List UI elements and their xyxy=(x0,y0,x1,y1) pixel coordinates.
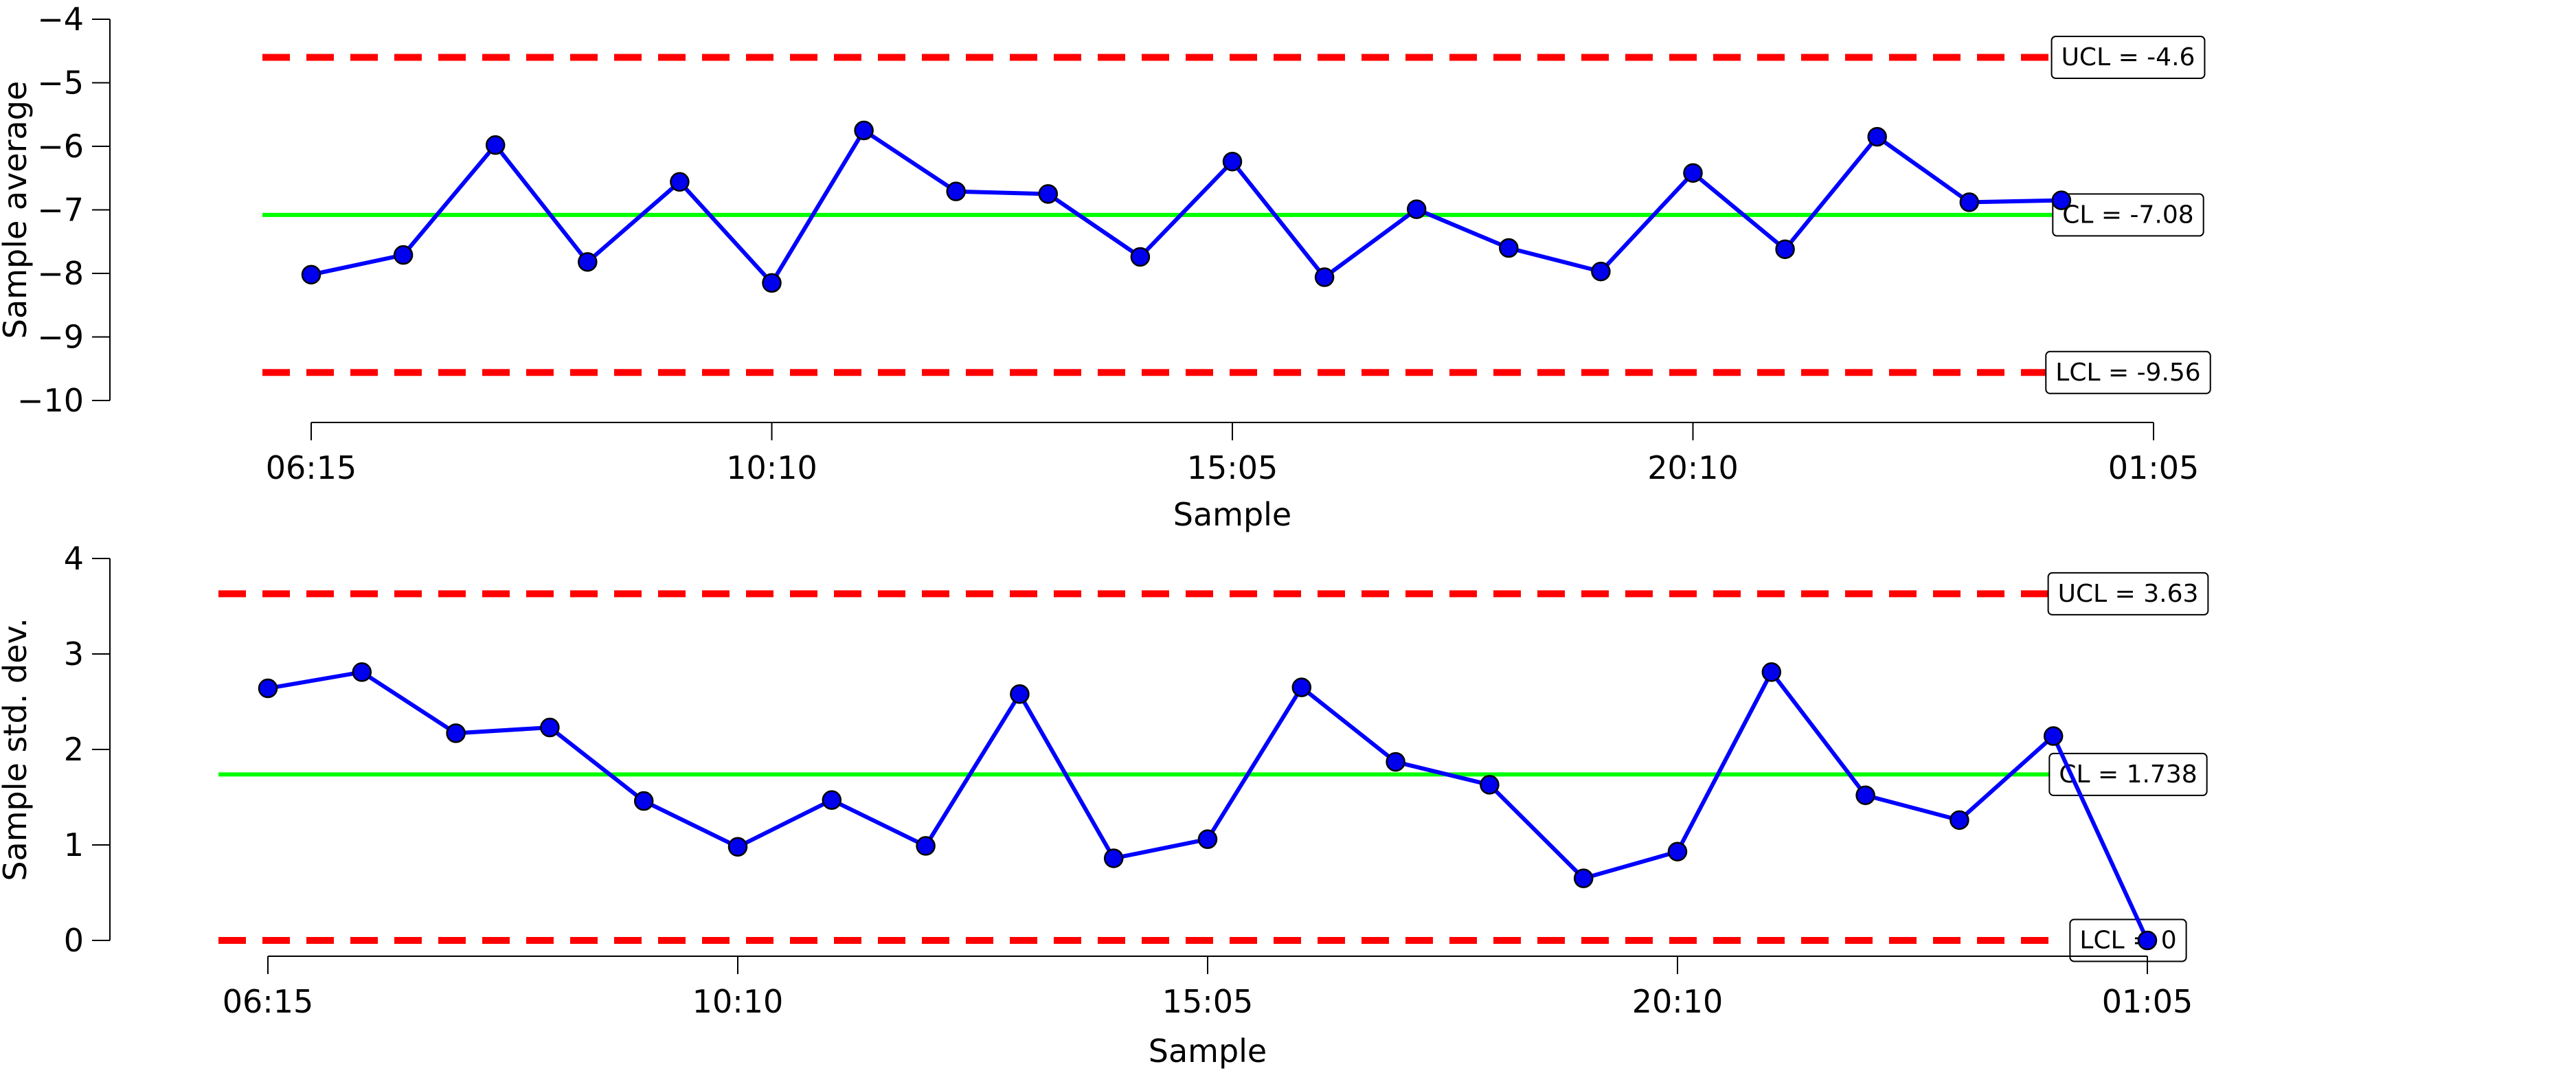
cl-label-box xyxy=(2048,752,2208,796)
data-point xyxy=(1775,239,1795,260)
data-point xyxy=(1499,238,1519,258)
x-tick-label: 06:15 xyxy=(223,983,314,1020)
y-tick-label: −7 xyxy=(37,192,84,229)
data-point xyxy=(578,252,598,272)
y-axis-title: Sample average xyxy=(0,81,34,339)
x-tick-label: 20:10 xyxy=(1632,983,1724,1020)
data-point xyxy=(2043,726,2064,746)
y-tick-label: −9 xyxy=(37,319,84,356)
ucl-label: UCL = -4.6 xyxy=(2061,43,2195,71)
data-point xyxy=(1010,684,1030,704)
data-point xyxy=(1480,775,1500,795)
cl-label: CL = 1.738 xyxy=(2059,760,2197,789)
data-point xyxy=(1103,848,1124,868)
y-tick-label: 3 xyxy=(64,635,84,673)
data-point xyxy=(1683,163,1703,183)
data-point xyxy=(946,181,966,201)
data-point xyxy=(1867,126,1887,147)
data-point xyxy=(1314,267,1335,287)
data-point xyxy=(393,245,414,265)
x-tick-label: 10:10 xyxy=(726,449,817,486)
x-tick-label: 15:05 xyxy=(1162,983,1254,1020)
data-point xyxy=(1222,151,1243,172)
y-axis-title: Sample std. dev. xyxy=(0,618,34,881)
data-point xyxy=(1950,810,1969,831)
cl-label: CL = -7.08 xyxy=(2062,201,2193,229)
x-tick-label: 06:15 xyxy=(266,449,357,486)
ucl-label-box xyxy=(2050,36,2206,79)
data-line xyxy=(310,128,2061,285)
y-tick-label: −8 xyxy=(37,255,84,292)
ucl-label-box xyxy=(2047,572,2209,615)
data-point xyxy=(633,791,654,811)
x-tick-label: 10:10 xyxy=(692,983,784,1020)
y-tick-label: 1 xyxy=(64,826,84,863)
data-point xyxy=(1291,677,1312,697)
data-point xyxy=(1591,261,1611,282)
y-tick-label: −6 xyxy=(37,128,84,165)
x-tick-label: 15:05 xyxy=(1187,449,1278,486)
data-point xyxy=(1197,829,1218,849)
data-point xyxy=(916,836,936,856)
lcl-label: LCL = 0 xyxy=(2079,927,2176,955)
y-tick-label: −5 xyxy=(37,65,84,102)
data-point xyxy=(1959,192,1980,212)
data-point xyxy=(670,172,690,192)
data-point xyxy=(1038,184,1059,204)
lcl-label: LCL = -9.56 xyxy=(2055,359,2200,387)
data-point xyxy=(727,837,748,857)
data-point xyxy=(1855,785,1875,805)
data-point xyxy=(352,662,372,682)
data-point xyxy=(854,120,874,141)
y-tick-label: −10 xyxy=(17,382,84,419)
data-point xyxy=(485,135,506,155)
data-point xyxy=(2051,190,2072,210)
sdev-chart: UCL = 3.63 CL = 1.738 LCL = 0 0 1 2 3 4 Sample s… xyxy=(0,540,2209,1070)
x-tick-label: 01:05 xyxy=(2102,983,2193,1020)
data-point xyxy=(301,264,321,285)
data-line xyxy=(267,670,2149,942)
x-axis-title: Sample xyxy=(1173,496,1291,533)
y-tick-label: 0 xyxy=(64,922,84,959)
x-tick-label: 01:05 xyxy=(2108,449,2200,486)
y-tick-label: 4 xyxy=(64,540,84,577)
data-point xyxy=(1406,199,1427,219)
lcl-label-box xyxy=(2069,918,2187,962)
cl-label-box xyxy=(2052,193,2204,237)
x-tick-label: 20:10 xyxy=(1647,449,1739,486)
data-point xyxy=(1761,662,1782,682)
data-point xyxy=(1573,868,1594,888)
xbar-chart: UCL = -4.6 CL = -7.08 LCL = -9.56 −10 −9 −8 −7… xyxy=(0,1,2211,533)
lcl-label-box xyxy=(2045,350,2211,394)
data-point xyxy=(2137,930,2158,951)
data-point xyxy=(258,678,278,699)
data-point xyxy=(762,273,782,293)
data-point xyxy=(822,790,842,810)
ucl-label: UCL = 3.63 xyxy=(2058,580,2199,608)
x-axis-title: Sample xyxy=(1149,1032,1267,1070)
data-point xyxy=(1667,842,1688,861)
y-tick-label: −4 xyxy=(37,1,84,38)
data-point xyxy=(1130,247,1151,267)
data-point xyxy=(1386,752,1405,772)
data-point xyxy=(446,723,466,743)
data-point xyxy=(540,717,560,738)
y-tick-label: 2 xyxy=(64,731,84,768)
